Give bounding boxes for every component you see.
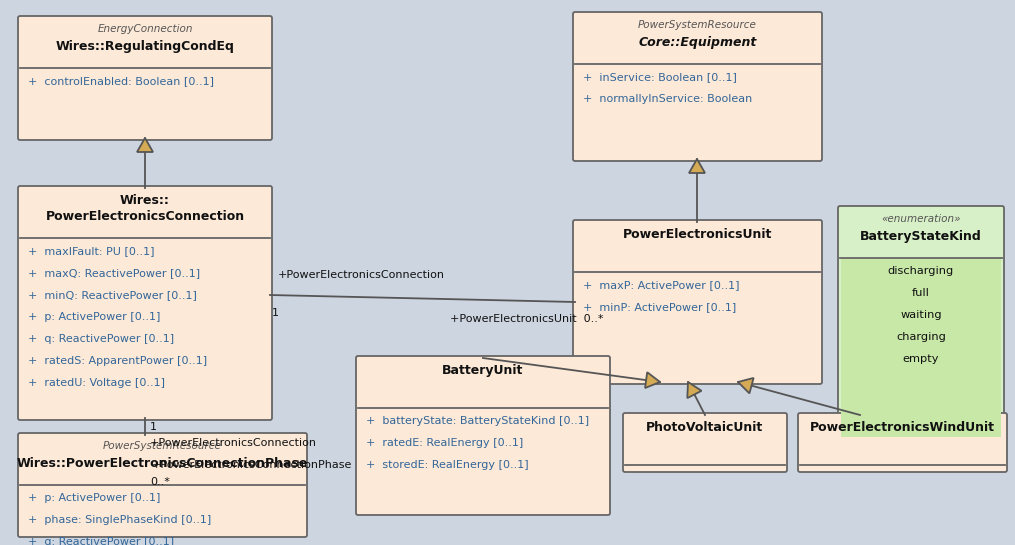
Text: +  p: ActivePower [0..1]: + p: ActivePower [0..1] xyxy=(28,493,160,503)
Text: +  normallyInService: Boolean: + normallyInService: Boolean xyxy=(583,94,752,104)
Text: Wires::
PowerElectronicsConnection: Wires:: PowerElectronicsConnection xyxy=(46,194,245,223)
Text: +PowerElectronicsConnectionPhase: +PowerElectronicsConnectionPhase xyxy=(152,460,352,470)
Text: +  q: ReactivePower [0..1]: + q: ReactivePower [0..1] xyxy=(28,537,175,545)
Polygon shape xyxy=(137,138,153,152)
Text: PowerSystemResource: PowerSystemResource xyxy=(104,441,222,451)
Text: «enumeration»: «enumeration» xyxy=(881,214,961,224)
FancyBboxPatch shape xyxy=(18,433,307,537)
Text: PowerSystemResource: PowerSystemResource xyxy=(638,20,757,30)
Text: BatteryStateKind: BatteryStateKind xyxy=(860,230,982,243)
Text: +  maxQ: ReactivePower [0..1]: + maxQ: ReactivePower [0..1] xyxy=(28,268,200,278)
Text: waiting: waiting xyxy=(900,310,942,320)
Text: +  storedE: RealEnergy [0..1]: + storedE: RealEnergy [0..1] xyxy=(366,460,529,470)
Text: +  controlEnabled: Boolean [0..1]: + controlEnabled: Boolean [0..1] xyxy=(28,76,214,86)
Text: +  inService: Boolean [0..1]: + inService: Boolean [0..1] xyxy=(583,72,737,82)
Text: Core::Equipment: Core::Equipment xyxy=(638,36,757,49)
FancyBboxPatch shape xyxy=(573,220,822,384)
Polygon shape xyxy=(687,382,701,398)
FancyBboxPatch shape xyxy=(573,12,822,161)
Text: +  ratedS: ApparentPower [0..1]: + ratedS: ApparentPower [0..1] xyxy=(28,356,207,366)
Polygon shape xyxy=(689,159,705,173)
FancyBboxPatch shape xyxy=(623,413,787,472)
Text: EnergyConnection: EnergyConnection xyxy=(97,24,193,34)
FancyBboxPatch shape xyxy=(356,356,610,515)
Text: +PowerElectronicsConnection: +PowerElectronicsConnection xyxy=(150,438,317,448)
Text: +PowerElectronicsUnit  0..*: +PowerElectronicsUnit 0..* xyxy=(450,314,604,324)
Text: PowerElectronicsUnit: PowerElectronicsUnit xyxy=(623,228,772,241)
Text: +  maxP: ActivePower [0..1]: + maxP: ActivePower [0..1] xyxy=(583,280,740,290)
Text: +  q: ReactivePower [0..1]: + q: ReactivePower [0..1] xyxy=(28,334,175,344)
FancyBboxPatch shape xyxy=(838,206,1004,440)
FancyBboxPatch shape xyxy=(798,413,1007,472)
Text: +  minP: ActivePower [0..1]: + minP: ActivePower [0..1] xyxy=(583,302,736,312)
Polygon shape xyxy=(738,378,753,393)
Text: Wires::RegulatingCondEq: Wires::RegulatingCondEq xyxy=(56,40,234,53)
Text: +  minQ: ReactivePower [0..1]: + minQ: ReactivePower [0..1] xyxy=(28,290,197,300)
Text: 1: 1 xyxy=(150,422,157,432)
Text: PhotoVoltaicUnit: PhotoVoltaicUnit xyxy=(647,421,763,434)
Text: +  p: ActivePower [0..1]: + p: ActivePower [0..1] xyxy=(28,312,160,322)
Text: charging: charging xyxy=(896,332,946,342)
Text: +  maxIFault: PU [0..1]: + maxIFault: PU [0..1] xyxy=(28,246,154,256)
Polygon shape xyxy=(646,372,660,388)
Text: +  ratedE: RealEnergy [0..1]: + ratedE: RealEnergy [0..1] xyxy=(366,438,524,448)
Text: empty: empty xyxy=(902,354,939,364)
Text: +  batteryState: BatteryStateKind [0..1]: + batteryState: BatteryStateKind [0..1] xyxy=(366,416,589,426)
Text: 1: 1 xyxy=(272,308,279,318)
Text: +  ratedU: Voltage [0..1]: + ratedU: Voltage [0..1] xyxy=(28,378,165,388)
Text: +  phase: SinglePhaseKind [0..1]: + phase: SinglePhaseKind [0..1] xyxy=(28,515,211,525)
Text: 0..*: 0..* xyxy=(150,477,170,487)
Text: Wires::PowerElectronicsConnectionPhase: Wires::PowerElectronicsConnectionPhase xyxy=(17,457,309,470)
FancyBboxPatch shape xyxy=(18,16,272,140)
Text: PowerElectronicsWindUnit: PowerElectronicsWindUnit xyxy=(810,421,995,434)
FancyBboxPatch shape xyxy=(841,259,1001,437)
Text: discharging: discharging xyxy=(888,266,954,276)
Text: +PowerElectronicsConnection: +PowerElectronicsConnection xyxy=(278,270,445,280)
Text: full: full xyxy=(912,288,930,298)
FancyBboxPatch shape xyxy=(18,186,272,420)
Text: BatteryUnit: BatteryUnit xyxy=(443,364,524,377)
